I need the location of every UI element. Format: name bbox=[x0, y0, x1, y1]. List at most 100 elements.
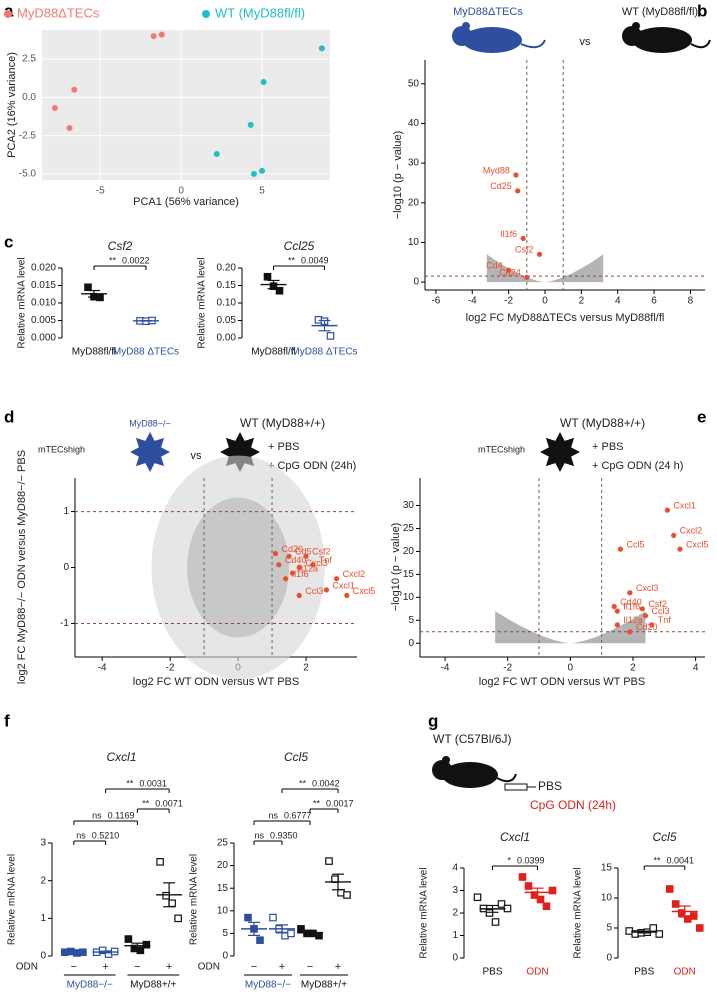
data-point bbox=[665, 885, 674, 893]
group-label: MyD88+/+ bbox=[130, 980, 176, 991]
p-value: 0.0399 bbox=[517, 855, 545, 865]
y-tick-label: 20 bbox=[403, 546, 415, 557]
point bbox=[250, 170, 257, 177]
y-axis-label: Relative mRNA level bbox=[189, 854, 200, 945]
significance-stars: ** bbox=[142, 798, 150, 808]
gene-label: Il12a bbox=[298, 563, 318, 573]
mouse-icon bbox=[452, 22, 546, 53]
y-tick-label: 40 bbox=[408, 118, 420, 129]
gene-label: Cd40 bbox=[285, 555, 307, 565]
gene-point bbox=[515, 188, 521, 194]
point bbox=[150, 33, 157, 40]
point bbox=[51, 105, 58, 112]
data-point bbox=[287, 929, 295, 938]
y-tick-label: 0 bbox=[63, 562, 69, 573]
y-tick-label: 15 bbox=[403, 569, 415, 580]
y-tick-label: 30 bbox=[403, 500, 415, 511]
point-cloud bbox=[486, 254, 604, 283]
gene-label: Tnf bbox=[658, 615, 672, 625]
plot-title: Ccl5 bbox=[284, 750, 308, 764]
gene-label: Cxcl2 bbox=[680, 526, 703, 536]
header-label: mTECshigh bbox=[38, 444, 85, 454]
row-label: ODN bbox=[198, 962, 220, 973]
p-value: 0.9350 bbox=[270, 830, 298, 840]
gene-label: Cxcl1 bbox=[673, 501, 696, 511]
gene-label: Cd5 bbox=[295, 547, 312, 557]
x-tick-label: 0 bbox=[542, 296, 548, 307]
header-label: MyD88−/− bbox=[129, 418, 171, 428]
group-label: MyD88−/− bbox=[245, 980, 291, 991]
gene-point bbox=[649, 622, 655, 628]
p-value: 0.0049 bbox=[301, 255, 329, 265]
header-label: vs bbox=[580, 36, 592, 48]
gene-point bbox=[283, 576, 289, 582]
y-tick-label: 0 bbox=[222, 951, 228, 962]
y-tick-label: 0.010 bbox=[31, 298, 56, 309]
x-tick-label: PBS bbox=[482, 967, 502, 978]
gene-point bbox=[524, 274, 530, 280]
y-tick-label: 0.10 bbox=[217, 298, 237, 309]
data-point bbox=[524, 882, 533, 890]
data-point bbox=[485, 909, 494, 917]
y-tick-label: 2.5 bbox=[22, 54, 36, 65]
y-tick-label: 10 bbox=[217, 905, 229, 916]
header-label: + PBS bbox=[592, 441, 624, 453]
x-tick-label: MyD88fl/fl bbox=[72, 347, 116, 358]
treatment-sign: + bbox=[102, 961, 108, 973]
y-tick-label: 0 bbox=[606, 953, 612, 964]
data-point bbox=[269, 913, 277, 922]
x-tick-label: PBS bbox=[634, 967, 654, 978]
panel-letter: e bbox=[697, 407, 706, 426]
y-tick-label: 0.15 bbox=[217, 280, 237, 291]
significance-stars: ** bbox=[653, 855, 661, 865]
y-tick-label: 2 bbox=[452, 908, 458, 919]
gene-point bbox=[296, 592, 302, 599]
gene-label: Cxcl5 bbox=[353, 586, 376, 596]
x-tick-label: -2 bbox=[166, 663, 175, 674]
data-point bbox=[142, 940, 151, 949]
point bbox=[259, 167, 266, 174]
x-tick-label: -5 bbox=[96, 186, 105, 197]
panel-letter: g bbox=[428, 711, 438, 730]
y-tick-label: 5 bbox=[606, 923, 612, 934]
y-tick-label: -2.5 bbox=[19, 130, 37, 141]
header-label: CpG ODN (24h) bbox=[530, 798, 616, 812]
p-value: 0.0041 bbox=[667, 855, 695, 865]
data-point bbox=[162, 891, 170, 900]
y-tick-label: 4 bbox=[452, 863, 458, 874]
gene-point bbox=[272, 550, 279, 557]
x-tick-label: ODN bbox=[674, 967, 696, 978]
y-tick-label: 30 bbox=[408, 158, 420, 169]
treatment-sign: − bbox=[307, 961, 313, 973]
y-tick-label: 0.05 bbox=[217, 315, 237, 326]
significance-stars: ns bbox=[254, 830, 264, 840]
header-label: + CpG ODN (24h) bbox=[268, 460, 356, 472]
data-point bbox=[326, 332, 335, 340]
y-tick-label: 20 bbox=[217, 860, 229, 871]
gene-point bbox=[536, 251, 543, 257]
y-tick-label: 0.015 bbox=[31, 280, 56, 291]
y-tick-label: 0.00 bbox=[217, 333, 237, 344]
y-tick-label: 20 bbox=[408, 197, 420, 208]
y-tick-label: 2 bbox=[40, 875, 46, 886]
p-value: 0.5210 bbox=[92, 830, 120, 840]
header-label: MyD88ΔTECs bbox=[453, 6, 523, 18]
gene-label: Cxcl5 bbox=[686, 540, 709, 550]
x-tick-label: 0 bbox=[178, 186, 184, 197]
y-tick-label: 0 bbox=[452, 953, 458, 964]
gene-label: Csf2 bbox=[648, 599, 667, 609]
gene-point bbox=[642, 613, 649, 619]
data-point bbox=[263, 272, 272, 281]
data-point bbox=[325, 857, 333, 865]
gene-point bbox=[310, 562, 316, 568]
plot-title: Cxcl1 bbox=[106, 750, 136, 764]
point bbox=[158, 31, 165, 38]
gene-point bbox=[334, 576, 340, 582]
data-point bbox=[168, 899, 176, 908]
y-tick-label: 1 bbox=[452, 930, 458, 941]
gene-point bbox=[276, 562, 282, 568]
gene-label: Tnf bbox=[319, 555, 333, 565]
data-point bbox=[256, 936, 264, 944]
gene-label: Myd88 bbox=[483, 165, 510, 175]
group-label: MyD88−/− bbox=[67, 980, 113, 991]
